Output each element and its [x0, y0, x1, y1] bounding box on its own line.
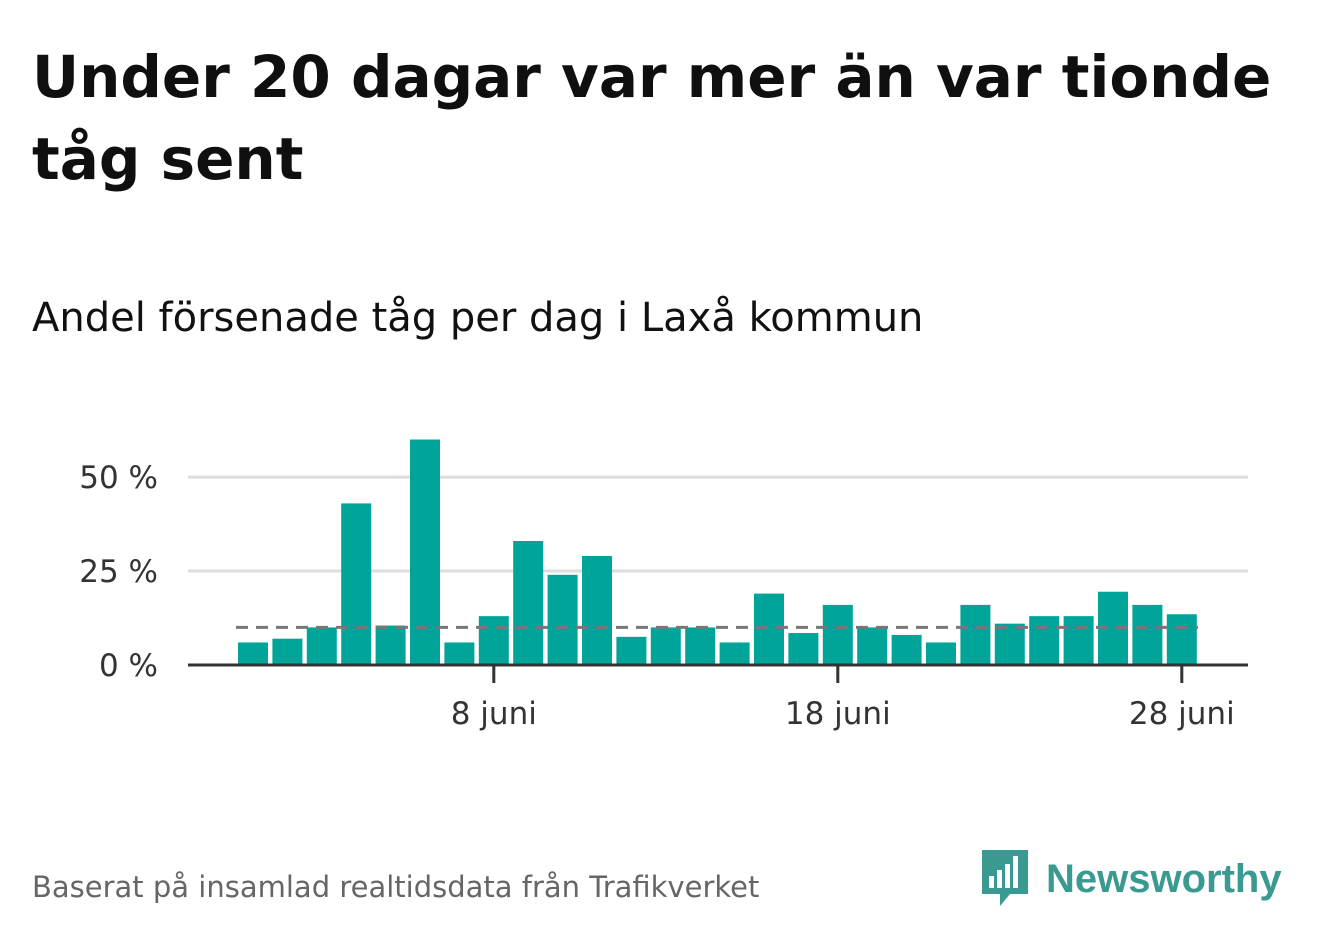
bar: [822, 604, 853, 665]
bar: [616, 636, 647, 665]
bars: [238, 439, 1197, 665]
bar: [375, 625, 406, 665]
bar: [891, 634, 922, 665]
bar: [788, 633, 819, 665]
y-tick-label: 0 %: [99, 648, 158, 684]
x-axis: [188, 663, 1248, 683]
bar: [1132, 604, 1163, 665]
bar: [1029, 616, 1060, 665]
source-note: Baserat på insamlad realtidsdata från Tr…: [32, 870, 760, 904]
bar: [238, 642, 268, 665]
y-tick-label: 50 %: [79, 460, 158, 496]
bar: [994, 623, 1025, 665]
bar: [547, 574, 578, 665]
bar: [685, 627, 716, 665]
bar: [478, 616, 509, 665]
x-tick-label: 8 juni: [451, 696, 537, 732]
bar: [719, 642, 750, 665]
bar: [1166, 614, 1197, 665]
chart-title: Under 20 dagar var mer än var tionde tåg…: [32, 43, 1272, 193]
x-tick-label: 28 juni: [1129, 696, 1235, 732]
bar: [582, 556, 612, 665]
bar: [650, 627, 681, 665]
bar: [306, 627, 337, 665]
bar: [272, 638, 303, 665]
bar-chart-speech-bubble-icon: [982, 850, 1028, 906]
bar: [960, 604, 991, 665]
x-tick-label: 18 juni: [785, 696, 891, 732]
brand-logo: Newsworthy: [980, 848, 1282, 910]
bar: [857, 627, 888, 665]
bar: [926, 642, 956, 665]
bar-chart: 0 % 25 % 50 % 8 juni 18 juni 28 juni: [79, 439, 1248, 732]
y-axis-labels: 0 % 25 % 50 %: [79, 460, 158, 684]
brand-name: Newsworthy: [1046, 856, 1282, 901]
y-tick-label: 25 %: [79, 554, 158, 590]
bar: [444, 642, 475, 665]
bar: [1063, 616, 1094, 665]
bar: [341, 503, 372, 665]
x-axis-labels: 8 juni 18 juni 28 juni: [451, 696, 1235, 732]
bar: [513, 540, 544, 665]
chart-subtitle: Andel försenade tåg per dag i Laxå kommu…: [32, 295, 924, 341]
bar: [410, 439, 440, 665]
bar: [754, 593, 784, 665]
